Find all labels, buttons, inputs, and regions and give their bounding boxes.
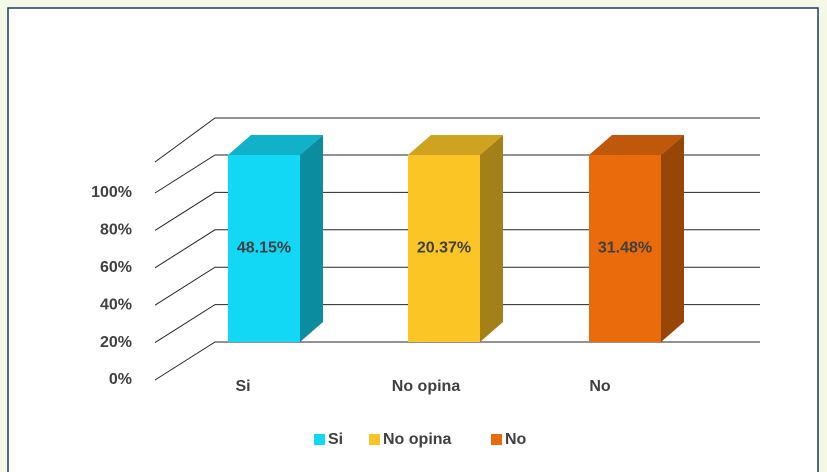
legend-label: No opina: [383, 431, 452, 448]
x-tick-label: No opina: [392, 378, 461, 395]
bar: [408, 155, 480, 342]
legend-swatch: [314, 434, 325, 445]
y-tick-label: 60%: [100, 259, 132, 276]
grid-line: [154, 266, 760, 306]
value-label: 48.15%: [237, 240, 291, 257]
bar-side: [300, 135, 323, 342]
x-tick-label: Si: [235, 378, 250, 395]
legend-swatch: [491, 434, 502, 445]
bar-side: [480, 135, 503, 342]
y-tick-label: 0%: [109, 371, 132, 388]
y-tick-label: 80%: [100, 222, 132, 239]
y-tick-label: 100%: [91, 184, 132, 201]
grid-line: [154, 229, 760, 269]
legend-swatch: [369, 434, 380, 445]
bar-top: [589, 135, 684, 155]
bar: [228, 155, 300, 342]
grid-line: [154, 304, 760, 344]
back-wall-edge: [154, 117, 760, 163]
grid-line: [154, 191, 760, 231]
y-tick-label: 20%: [100, 334, 132, 351]
bar-side: [661, 135, 684, 342]
x-tick-label: No: [589, 378, 611, 395]
value-label: 31.48%: [598, 240, 652, 257]
value-label: 20.37%: [417, 240, 471, 257]
grid-line: [154, 154, 760, 194]
y-tick-label: 40%: [100, 296, 132, 313]
bar-top: [408, 135, 503, 155]
legend-label: No: [505, 431, 527, 448]
legend-label: Si: [328, 431, 343, 448]
bar-top: [228, 135, 323, 155]
bar: [589, 155, 661, 342]
grid-line: [154, 341, 760, 381]
